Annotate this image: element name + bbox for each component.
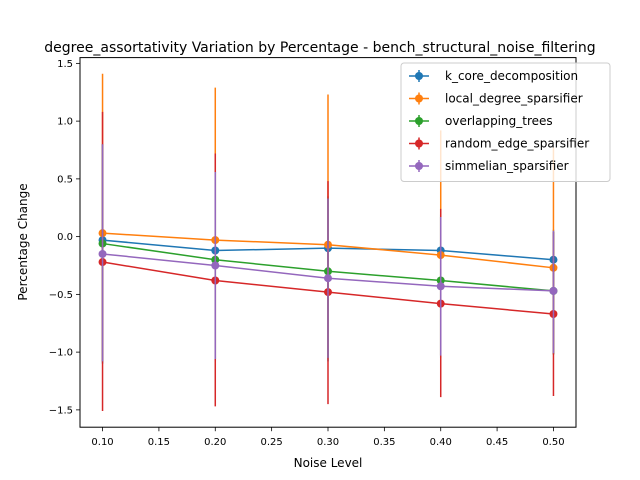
x-tick-label: 0.10 <box>91 437 113 448</box>
y-tick-label: 1.5 <box>57 59 73 70</box>
data-point <box>98 249 107 258</box>
x-tick-label: 0.15 <box>148 437 170 448</box>
data-point <box>211 261 220 270</box>
series-simmelian_sparsifier <box>98 144 558 362</box>
chart-title: degree_assortativity Variation by Percen… <box>44 40 595 56</box>
legend-item: overlapping_trees <box>409 114 553 128</box>
x-tick-label: 0.20 <box>204 437 226 448</box>
y-tick-label: 1.0 <box>57 117 73 128</box>
legend-label: local_degree_sparsifier <box>445 92 583 106</box>
plot-area <box>98 73 558 412</box>
y-tick-label: 0.5 <box>57 174 73 185</box>
y-tick-label: 0.0 <box>57 232 73 243</box>
legend-item: k_core_decomposition <box>409 69 578 83</box>
legend-marker <box>415 139 423 148</box>
legend-marker <box>415 117 423 125</box>
legend-label: random_edge_sparsifier <box>445 137 589 151</box>
x-tick-label: 0.35 <box>373 437 395 448</box>
data-point <box>436 282 445 291</box>
y-tick-label: −1.0 <box>49 348 73 359</box>
x-tick-label: 0.40 <box>430 437 452 448</box>
x-tick-label: 0.30 <box>317 437 339 448</box>
legend-label: simmelian_sparsifier <box>445 159 569 173</box>
x-tick-label: 0.50 <box>542 437 564 448</box>
legend-label: overlapping_trees <box>445 114 553 128</box>
y-tick-label: −0.5 <box>49 290 73 301</box>
legend-item: simmelian_sparsifier <box>409 159 569 173</box>
x-axis: 0.10 0.15 0.20 0.25 0.30 0.35 0.40 0.45 0.50 <box>91 427 565 448</box>
x-tick-label: 0.25 <box>261 437 283 448</box>
legend-marker <box>415 162 423 170</box>
data-point <box>324 274 332 283</box>
y-tick-label: −1.5 <box>49 405 73 416</box>
legend-item: random_edge_sparsifier <box>409 137 589 151</box>
legend-item: local_degree_sparsifier <box>409 92 583 106</box>
data-point <box>549 286 558 295</box>
legend-box <box>400 62 611 182</box>
y-axis-label: Percentage Change <box>16 183 30 300</box>
x-axis-label: Noise Level <box>294 456 363 470</box>
legend: k_core_decomposition local_degree_sparsif… <box>400 62 611 182</box>
legend-marker <box>415 94 423 103</box>
legend-label: k_core_decomposition <box>445 69 578 83</box>
legend-marker <box>415 72 423 80</box>
x-tick-label: 0.45 <box>486 437 508 448</box>
y-axis: −1.5 −1.0 −0.5 0.0 0.5 1.0 1.5 <box>49 59 80 416</box>
